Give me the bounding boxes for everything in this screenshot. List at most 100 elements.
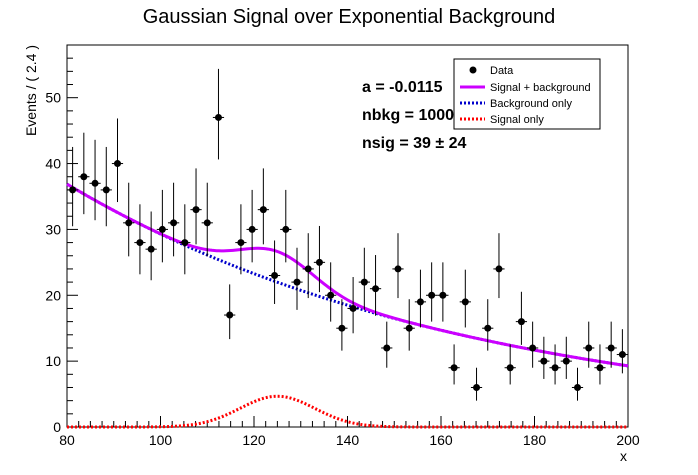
data-point — [560, 336, 572, 379]
data-point — [111, 118, 124, 203]
data-point — [302, 233, 314, 299]
data-point — [459, 269, 471, 328]
data-point — [235, 204, 247, 275]
data-point — [605, 321, 617, 368]
x-tick-label: 120 — [242, 432, 266, 448]
data-point — [212, 68, 225, 160]
data-marker — [125, 219, 133, 227]
x-tick-label: 200 — [616, 432, 640, 448]
data-point — [67, 146, 79, 227]
data-point — [381, 321, 393, 368]
data-marker — [551, 364, 559, 372]
x-axis: 80 100 120 140 160 180 200 — [59, 416, 640, 448]
data-marker — [170, 219, 178, 227]
data-point — [437, 262, 449, 322]
data-point — [616, 329, 628, 374]
data-point — [470, 367, 483, 401]
y-axis-label: Events / ( 2.4 ) — [23, 45, 39, 136]
data-marker — [461, 298, 469, 306]
data-marker — [562, 357, 570, 365]
legend-box — [453, 58, 601, 130]
y-axis: 0 10 20 30 40 50 — [45, 44, 78, 435]
x-tick-label: 160 — [429, 432, 453, 448]
data-point — [201, 182, 213, 257]
data-point — [493, 233, 505, 299]
data-point — [190, 168, 202, 245]
data-marker — [540, 357, 548, 365]
stat-nsig: nsig = 39 ± 24 — [362, 135, 466, 152]
data-point — [448, 344, 460, 385]
data-marker — [192, 206, 200, 214]
data-point — [538, 336, 550, 379]
data-points — [67, 68, 628, 401]
data-point — [392, 233, 404, 299]
stat-a: a = -0.0115 — [362, 79, 443, 96]
data-point — [482, 299, 494, 351]
data-marker — [282, 225, 290, 233]
data-marker — [91, 179, 99, 187]
data-marker — [271, 272, 279, 280]
data-point — [403, 299, 415, 351]
data-point — [571, 367, 584, 401]
data-point — [291, 247, 303, 310]
data-point — [78, 132, 90, 215]
data-marker — [428, 291, 436, 299]
legend-label-background: Background only — [490, 98, 572, 110]
legend-label-data: Data — [490, 65, 514, 77]
data-point — [549, 344, 561, 385]
data-marker — [203, 219, 211, 227]
data-point — [156, 189, 168, 263]
data-marker — [585, 344, 593, 352]
data-marker — [158, 225, 166, 233]
data-point — [224, 284, 236, 340]
x-tick-label: 80 — [59, 432, 75, 448]
y-tick-label: 40 — [45, 156, 61, 172]
data-point — [280, 189, 292, 263]
data-point — [515, 291, 528, 345]
data-marker — [136, 239, 144, 247]
data-point — [268, 240, 281, 304]
data-marker — [259, 206, 267, 214]
data-point — [347, 277, 359, 334]
data-point — [167, 182, 180, 257]
data-marker — [506, 364, 514, 372]
data-marker — [495, 265, 503, 273]
y-tick-label: 50 — [45, 90, 61, 106]
data-marker — [529, 344, 537, 352]
data-marker — [226, 311, 234, 319]
data-point — [100, 146, 112, 227]
data-point — [134, 204, 146, 275]
fit-results: a = -0.0115 nbkg = 1000 nsig = 39 ± 24 — [362, 79, 466, 152]
data-point — [358, 247, 370, 310]
data-marker — [248, 225, 256, 233]
data-point — [369, 255, 382, 316]
data-marker — [360, 278, 368, 286]
data-point — [594, 344, 606, 385]
data-marker — [618, 351, 626, 359]
data-marker — [181, 239, 189, 247]
x-tick-label: 100 — [149, 432, 173, 448]
data-marker — [304, 265, 312, 273]
x-tick-label: 180 — [523, 432, 547, 448]
data-point — [257, 168, 269, 245]
data-point — [246, 189, 258, 263]
data-point — [179, 204, 191, 275]
legend-label-signal: Signal only — [490, 114, 544, 126]
data-point — [527, 321, 539, 368]
data-point — [325, 262, 337, 322]
data-point — [583, 321, 595, 368]
legend-label-signal-background: Signal + background — [490, 82, 591, 94]
legend-data-marker — [469, 66, 477, 74]
data-marker — [80, 173, 88, 181]
data-marker — [394, 265, 402, 273]
data-marker — [214, 113, 222, 121]
signal-only-curve — [67, 394, 628, 429]
data-marker — [338, 324, 346, 332]
data-marker — [439, 291, 447, 299]
stat-nbkg: nbkg = 1000 — [362, 107, 454, 124]
data-marker — [473, 383, 481, 391]
data-marker — [113, 160, 121, 168]
data-marker — [327, 291, 335, 299]
data-marker — [484, 324, 492, 332]
